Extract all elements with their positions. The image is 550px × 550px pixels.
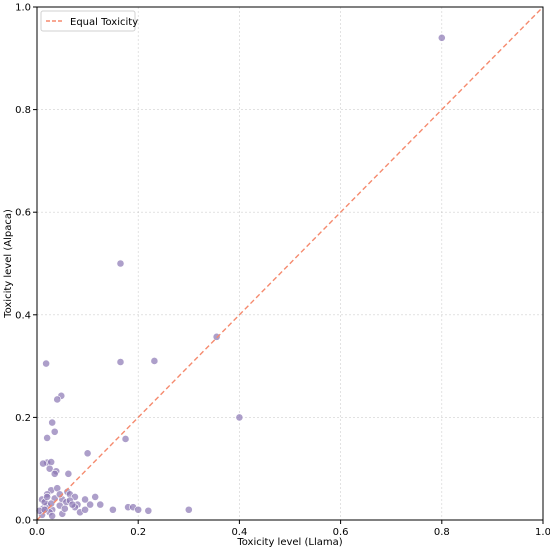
y-tick-label: 0.8: [15, 105, 31, 116]
data-point: [55, 490, 64, 499]
y-axis-label: Toxicity level (Alpaca): [3, 209, 14, 319]
x-tick-label: 0.0: [29, 527, 45, 538]
y-tick-label: 0.6: [15, 208, 31, 219]
data-point: [81, 495, 89, 504]
equal-toxicity-line: [36, 6, 544, 521]
legend-entry-equal-toxicity: Equal Toxicity: [70, 17, 138, 28]
x-tick-label: 0.4: [231, 527, 247, 538]
x-tick-label: 0.8: [434, 527, 450, 538]
data-point: [50, 469, 59, 478]
data-points: [35, 33, 446, 520]
data-point: [39, 459, 47, 468]
data-point: [48, 418, 57, 427]
data-point: [212, 332, 221, 341]
data-point: [64, 469, 73, 478]
x-axis-label: Toxicity level (Llama): [236, 537, 342, 548]
data-point: [116, 358, 125, 366]
x-tick-label: 0.2: [130, 527, 146, 538]
data-point: [91, 493, 100, 501]
data-point: [40, 505, 49, 514]
data-point: [134, 505, 143, 514]
data-point: [144, 506, 153, 515]
data-point: [50, 427, 59, 436]
data-point: [45, 464, 54, 473]
legend-box: [40, 10, 136, 32]
data-point: [47, 499, 56, 508]
y-tick-label: 1.0: [15, 3, 31, 14]
y-tick-label: 0.4: [15, 310, 31, 321]
data-point: [150, 357, 159, 365]
data-point: [437, 33, 446, 42]
x-tick-label: 1.0: [535, 527, 550, 538]
data-point: [42, 359, 51, 368]
data-point: [68, 500, 77, 509]
y-tick-label: 0.2: [15, 413, 31, 424]
data-point: [121, 435, 130, 443]
data-point: [48, 511, 57, 520]
y-tick-label: 0.0: [15, 516, 31, 527]
data-point: [86, 500, 95, 509]
data-point: [109, 505, 117, 514]
plot-frame: [36, 6, 544, 521]
data-point: [116, 259, 125, 268]
legend: Equal Toxicity: [40, 10, 138, 32]
data-point: [81, 505, 89, 514]
data-point: [43, 434, 52, 442]
axis-ticks: 0.0 0.2 0.4 0.6 0.8 1.0 0.0 0.2 0.4 0.6 0.8 1.0: [15, 3, 550, 539]
x-tick-label: 0.6: [333, 527, 349, 538]
data-point: [184, 505, 193, 514]
data-point: [235, 413, 244, 422]
data-point: [53, 395, 62, 404]
data-point: [47, 458, 56, 466]
data-point: [43, 493, 52, 501]
data-point: [60, 504, 69, 513]
data-point: [96, 500, 105, 509]
data-point: [83, 449, 92, 458]
